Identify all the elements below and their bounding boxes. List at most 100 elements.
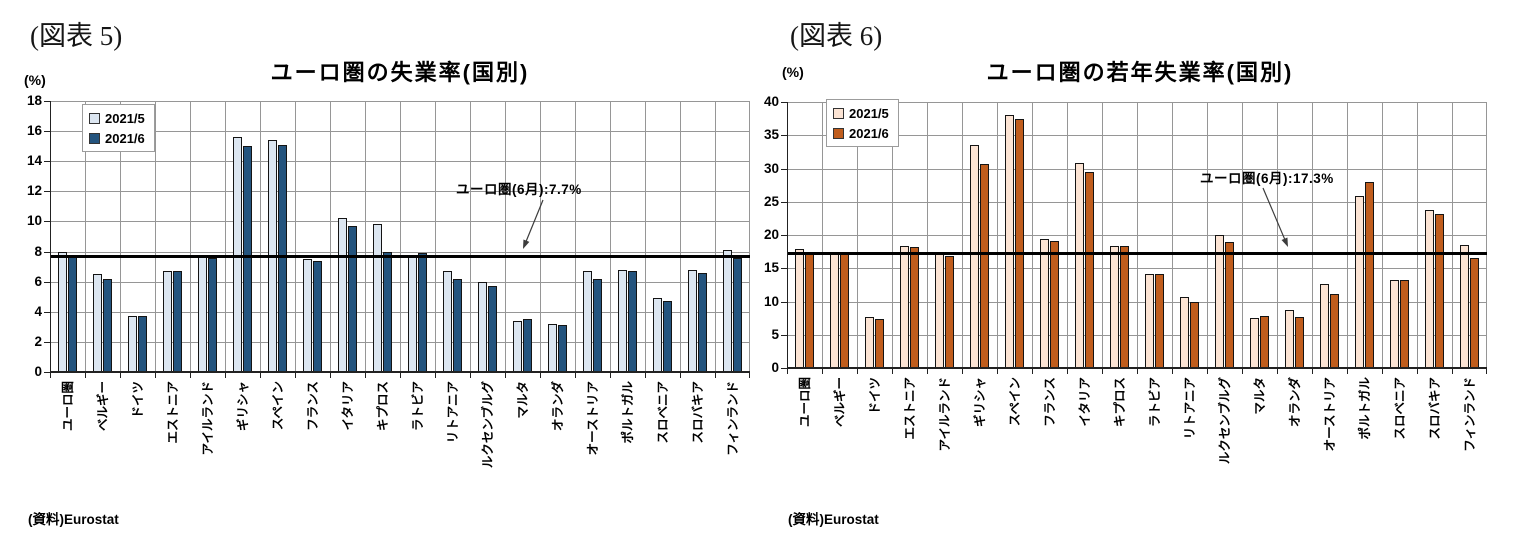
y-axis-label: 8 — [34, 243, 42, 259]
gridline — [892, 102, 893, 368]
x-axis-tick — [575, 372, 576, 378]
gridline — [1067, 102, 1068, 368]
x-axis-tick — [645, 372, 646, 378]
x-axis-label: ベルギー — [95, 381, 110, 432]
x-axis-label: ユーロ圏 — [60, 381, 75, 432]
bar-2021/6-ユーロ圏 — [804, 252, 814, 368]
gridline — [715, 101, 716, 372]
bar-2021/5-オーストリア — [1320, 283, 1330, 368]
x-axis-tick — [680, 372, 681, 378]
x-axis-tick — [400, 372, 401, 378]
bar-2021/6-スペイン — [277, 144, 287, 372]
euro-area-reference-line — [787, 251, 1487, 255]
y-axis-unit-label: (%) — [782, 64, 804, 80]
bar-2021/6-ギリシャ — [979, 163, 989, 368]
bar-2021/5-ギリシャ — [970, 145, 980, 368]
x-axis-label: スロベニア — [655, 381, 670, 444]
y-axis-tick — [781, 334, 787, 336]
x-axis-label: ドイツ — [867, 377, 882, 415]
x-axis-tick — [927, 368, 928, 374]
x-axis-tick — [1137, 368, 1138, 374]
x-axis-label: ギリシャ — [972, 377, 987, 428]
plot-area: 0 5 10 15 20 25 30 35 40 ユーロ圏 ベルギー ドイツ エストニア アイルランド ギリ… — [764, 95, 1487, 464]
bar-2021/6-スロバキア — [1434, 213, 1444, 368]
y-axis-tick — [44, 221, 50, 223]
bar-2021/6-ラトビア — [417, 253, 427, 372]
legend-item: 2021/5 — [89, 108, 145, 128]
bar-2021/5-イタリア — [1075, 163, 1085, 368]
bar-2021/6-ドイツ — [137, 316, 147, 372]
y-axis-unit-label: (%) — [24, 72, 46, 88]
gridline — [962, 102, 963, 368]
bar-2021/5-ベルギー — [93, 274, 103, 372]
x-axis-tick — [997, 368, 998, 374]
x-axis-label: マルタ — [515, 381, 530, 419]
bar-2021/5-スロバキア — [688, 269, 698, 372]
y-axis-label: 15 — [763, 260, 779, 276]
y-axis-tick — [44, 341, 50, 343]
gridline — [575, 101, 576, 372]
x-axis-label: スペイン — [270, 381, 285, 431]
gridline — [1102, 102, 1103, 368]
bar-2021/5-エストニア — [163, 271, 173, 372]
bar-2021/6-ポルトガル — [627, 271, 637, 372]
bar-2021/6-アイルランド — [944, 255, 954, 368]
x-axis-label: ルクセンブルグ — [480, 381, 495, 469]
gridline — [155, 101, 156, 372]
gridline — [470, 101, 471, 372]
bar-2021/5-リトアニア — [1180, 296, 1190, 368]
x-axis-label: スロバキア — [690, 381, 705, 444]
y-axis-line — [787, 102, 788, 368]
x-axis-label: ユーロ圏 — [797, 377, 812, 428]
bar-2021/6-スロベニア — [662, 301, 672, 372]
gridline — [1137, 102, 1138, 368]
y-axis-tick — [44, 101, 50, 102]
bar-2021/6-エストニア — [172, 271, 182, 372]
x-axis-tick — [435, 372, 436, 378]
gridline — [1382, 102, 1383, 368]
y-axis-tick — [781, 368, 787, 369]
bar-2021/6-イタリア — [1084, 172, 1094, 368]
x-axis-label: フィンランド — [725, 381, 740, 456]
y-axis-label: 0 — [771, 360, 779, 375]
x-axis-tick — [190, 372, 191, 378]
x-axis-tick — [225, 372, 226, 378]
legend-swatch-2021-6 — [89, 132, 100, 144]
legend-item: 2021/6 — [89, 128, 145, 148]
x-axis-tick — [1102, 368, 1103, 374]
bar-2021/6-オーストリア — [1329, 294, 1339, 368]
x-axis-label: キプロス — [375, 381, 390, 432]
x-axis-tick — [470, 372, 471, 378]
gridline — [260, 101, 261, 372]
bar-2021/5-スロベニア — [653, 298, 663, 372]
bar-2021/5-ポルトガル — [618, 269, 628, 372]
bar-2021/6-イタリア — [347, 225, 357, 372]
bar-2021/6-リトアニア — [1189, 301, 1199, 368]
gridline — [997, 102, 998, 368]
y-axis-label: 18 — [26, 93, 42, 108]
bar-2021/6-フィンランド — [1469, 257, 1479, 368]
reference-annotation: ユーロ圏(6月):7.7% — [456, 182, 582, 197]
x-axis-tick — [1032, 368, 1033, 374]
x-axis-label: マルタ — [1252, 377, 1267, 415]
y-axis-label: 0 — [34, 364, 42, 379]
bar-2021/6-ユーロ圏 — [67, 256, 77, 372]
bar-2021/6-ギリシャ — [242, 146, 252, 372]
legend-swatch-2021-5 — [89, 112, 100, 124]
bar-2021/6-フランス — [312, 260, 322, 372]
legend-item: 2021/6 — [833, 123, 889, 143]
y-axis-label: 40 — [763, 94, 779, 109]
bar-2021/6-エストニア — [909, 246, 919, 368]
y-axis-tick — [44, 311, 50, 313]
gridline — [1452, 102, 1453, 368]
y-axis-label: 5 — [771, 326, 779, 342]
gridline — [645, 101, 646, 372]
bar-2021/5-フランス — [1040, 238, 1050, 368]
x-axis-tick — [822, 368, 823, 374]
x-axis-label: エストニア — [165, 381, 180, 444]
bar-2021/5-リトアニア — [443, 271, 453, 372]
bar-2021/6-ベルギー — [839, 251, 849, 368]
x-axis-label: リトアニア — [1182, 377, 1197, 440]
bar-2021/6-ドイツ — [874, 318, 884, 368]
gridline — [680, 101, 681, 372]
